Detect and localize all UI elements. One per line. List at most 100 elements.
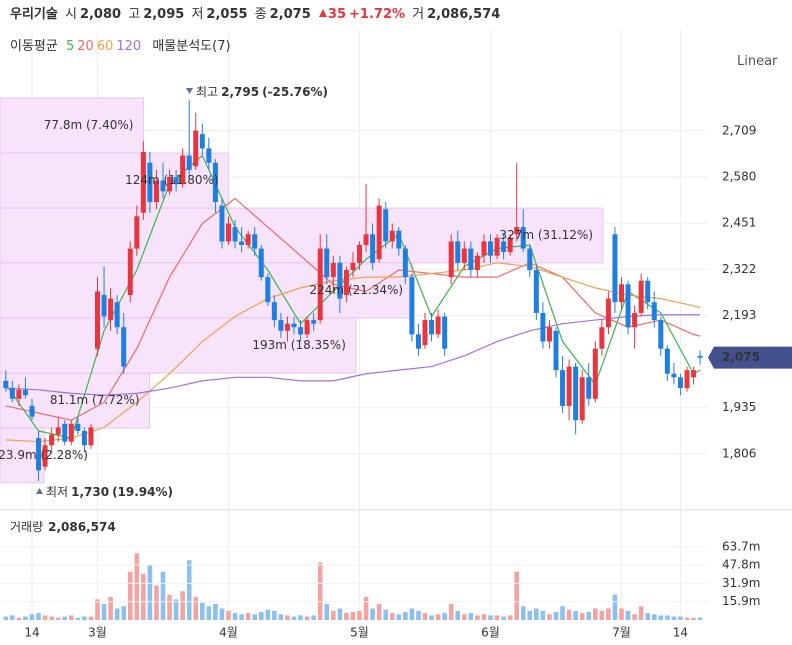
volume-bar bbox=[206, 606, 212, 620]
volume-bar bbox=[121, 606, 126, 620]
candle-body bbox=[448, 241, 454, 278]
volume-bar bbox=[612, 594, 618, 620]
volume-bar bbox=[232, 613, 238, 620]
volume-bar bbox=[239, 614, 244, 620]
candle-body bbox=[212, 162, 218, 203]
volume-bar bbox=[514, 571, 519, 620]
candle-body bbox=[180, 155, 186, 185]
field-value: 2,075 bbox=[269, 7, 311, 22]
legend-entry[interactable]: 120 bbox=[116, 39, 142, 54]
candle-body bbox=[291, 323, 297, 328]
candle-body bbox=[343, 270, 349, 296]
candle-body bbox=[239, 241, 245, 245]
volume-bar bbox=[245, 613, 251, 620]
volume-bar bbox=[481, 614, 487, 620]
legend-entry[interactable]: 5 bbox=[65, 39, 75, 54]
volume-bar bbox=[606, 608, 611, 620]
volume-bar bbox=[317, 562, 323, 620]
field-value: 2,095 bbox=[143, 7, 185, 22]
y-tick-label: 47.8m bbox=[722, 558, 760, 572]
x-tick-label: 14 bbox=[24, 626, 39, 640]
y-tick-label: 2,451 bbox=[722, 216, 756, 230]
candle-body bbox=[677, 377, 683, 389]
volume-bar bbox=[475, 615, 480, 620]
candle-body bbox=[514, 227, 520, 235]
candle-body bbox=[357, 244, 362, 263]
volume-bar bbox=[697, 617, 703, 620]
candle-body bbox=[389, 230, 395, 242]
volume-bar bbox=[278, 614, 284, 620]
candle-body bbox=[265, 277, 271, 303]
candle-body bbox=[481, 241, 487, 256]
volume-bar bbox=[311, 615, 316, 620]
candle-body bbox=[304, 320, 310, 335]
candle-body bbox=[612, 234, 618, 303]
volume-bar bbox=[154, 585, 159, 620]
legend-entry[interactable]: 20 bbox=[77, 39, 94, 54]
volume-bar bbox=[134, 553, 140, 620]
volume-bar bbox=[507, 615, 513, 620]
candle-body bbox=[546, 327, 552, 342]
volume-bar bbox=[226, 610, 231, 620]
legend: 5 20 60 120 bbox=[66, 39, 144, 54]
volume-bar bbox=[396, 614, 402, 620]
volume-bar bbox=[363, 597, 369, 620]
y-tick-label: 1,935 bbox=[722, 400, 756, 414]
volume-bar bbox=[632, 614, 637, 620]
candle-body bbox=[402, 248, 408, 278]
candle-body bbox=[664, 348, 670, 374]
volume-bar bbox=[173, 599, 179, 620]
volume-profile-label: 81.1m (7.72%) bbox=[50, 393, 140, 407]
last-price-tag bbox=[708, 346, 792, 369]
candle-body bbox=[383, 209, 389, 242]
legend-entry[interactable]: 60 bbox=[96, 39, 114, 54]
moving-average-line bbox=[5, 154, 701, 439]
volume-bar bbox=[370, 608, 375, 620]
volume-bar bbox=[29, 614, 35, 620]
candle-body bbox=[474, 255, 480, 271]
volume-bar bbox=[10, 615, 15, 620]
candle-body bbox=[684, 370, 690, 389]
candle-body bbox=[36, 438, 42, 471]
candle-body bbox=[520, 227, 526, 249]
volume-bar bbox=[468, 613, 474, 620]
volume-bar bbox=[62, 616, 68, 620]
volume-bar bbox=[488, 615, 493, 620]
scale-mode[interactable]: Linear bbox=[737, 54, 778, 69]
candle-body bbox=[42, 445, 48, 467]
candle-body bbox=[153, 180, 159, 203]
candle-body bbox=[75, 423, 81, 431]
volume-bar bbox=[540, 610, 546, 620]
volume-bar bbox=[219, 608, 225, 620]
candle-body bbox=[697, 355, 703, 358]
y-tick-label: 2,193 bbox=[722, 308, 756, 322]
field-label: 저 bbox=[191, 7, 204, 22]
x-tick-label: 3월 bbox=[88, 626, 107, 640]
y-tick-label: 63.7m bbox=[722, 539, 760, 553]
volume-bar bbox=[455, 610, 461, 620]
candle-body bbox=[619, 284, 624, 303]
candle-body bbox=[429, 320, 435, 335]
volume-bar bbox=[665, 615, 670, 620]
x-tick-label: 7월 bbox=[612, 626, 631, 640]
candle-body bbox=[605, 298, 611, 328]
field-value: 2,080 bbox=[79, 7, 122, 22]
volume-bar bbox=[429, 615, 434, 620]
volume-bar bbox=[82, 616, 87, 620]
annotation-marker bbox=[186, 88, 193, 94]
volume-bar bbox=[69, 615, 74, 620]
volume-bar bbox=[560, 606, 565, 620]
candle-body bbox=[68, 423, 74, 442]
candle-body bbox=[592, 348, 598, 399]
candle-body bbox=[501, 241, 507, 253]
candle-body bbox=[632, 312, 638, 328]
volume-bar bbox=[357, 610, 362, 620]
candle-body bbox=[62, 423, 68, 442]
annotation-value: 2,795 bbox=[221, 85, 259, 99]
volume-bar bbox=[547, 614, 552, 620]
candle-body bbox=[573, 366, 579, 421]
volume-bar bbox=[691, 617, 696, 620]
volume-bar bbox=[448, 603, 454, 620]
annotation-label: 최저 bbox=[46, 485, 68, 499]
volume-bar bbox=[684, 617, 690, 620]
